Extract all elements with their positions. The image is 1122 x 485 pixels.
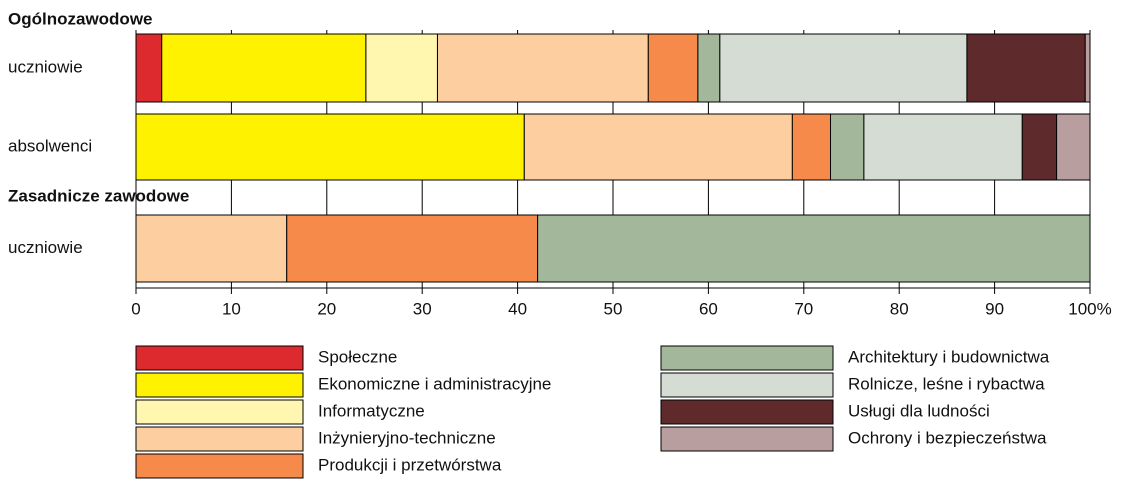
bar-segment: [1056, 113, 1091, 181]
bar-segment: [135, 33, 163, 103]
x-tick-label: 20: [317, 299, 336, 318]
x-tick-label: 60: [699, 299, 718, 318]
legend-label: Inżynieryjno-techniczne: [318, 428, 496, 447]
bar-segment: [791, 113, 832, 181]
bar-segment: [436, 33, 649, 103]
bar-segment: [161, 33, 367, 103]
legend-label: Ochrony i bezpieczeństwa: [848, 428, 1047, 447]
x-tick-label: 80: [890, 299, 909, 318]
bar-segment: [647, 33, 699, 103]
bar-segment: [286, 214, 539, 283]
bar-segment: [523, 113, 793, 181]
x-tick-label: 0: [131, 299, 140, 318]
legend-label: Informatyczne: [318, 401, 425, 420]
bar-segment: [966, 33, 1086, 103]
legend-swatch: [135, 345, 304, 371]
bar-segment: [697, 33, 721, 103]
legend-label: Społeczne: [318, 347, 397, 366]
x-tick-label: 100%: [1068, 299, 1111, 318]
x-tick-label: 10: [222, 299, 241, 318]
legend-swatch: [135, 426, 304, 452]
legend-swatch: [135, 453, 304, 479]
bar-segment: [1084, 33, 1091, 103]
legend-label: Rolnicze, leśne i rybactwa: [848, 374, 1045, 393]
legend-label: Ekonomiczne i administracyjne: [318, 374, 551, 393]
bar-segment: [365, 33, 438, 103]
category-label: uczniowie: [8, 57, 83, 76]
bar-segment: [135, 214, 288, 283]
legend-swatch: [135, 399, 304, 425]
x-tick-label: 70: [794, 299, 813, 318]
legend-swatch: [135, 372, 304, 398]
x-tick-label: 30: [413, 299, 432, 318]
bar-segment: [1021, 113, 1058, 181]
category-label: absolwenci: [8, 136, 92, 155]
legend-swatch: [660, 372, 834, 398]
legend-swatch: [660, 399, 834, 425]
legend-label: Architektury i budownictwa: [848, 347, 1050, 366]
x-tick-label: 40: [508, 299, 527, 318]
group-label: Zasadnicze zawodowe: [8, 186, 189, 205]
x-tick-label: 50: [604, 299, 623, 318]
bar-segment: [863, 113, 1023, 181]
legend-label: Usługi dla ludności: [848, 401, 990, 420]
legend-swatch: [660, 345, 834, 371]
category-label: uczniowie: [8, 238, 83, 257]
bar-segment: [719, 33, 968, 103]
legend-swatch: [660, 426, 834, 452]
group-label: Ogólnozawodowe: [8, 9, 153, 28]
legend-label: Produkcji i przetwórstwa: [318, 455, 502, 474]
bar-segment: [135, 113, 525, 181]
bar-segment: [537, 214, 1091, 283]
bar-segment: [830, 113, 865, 181]
x-tick-label: 90: [985, 299, 1004, 318]
